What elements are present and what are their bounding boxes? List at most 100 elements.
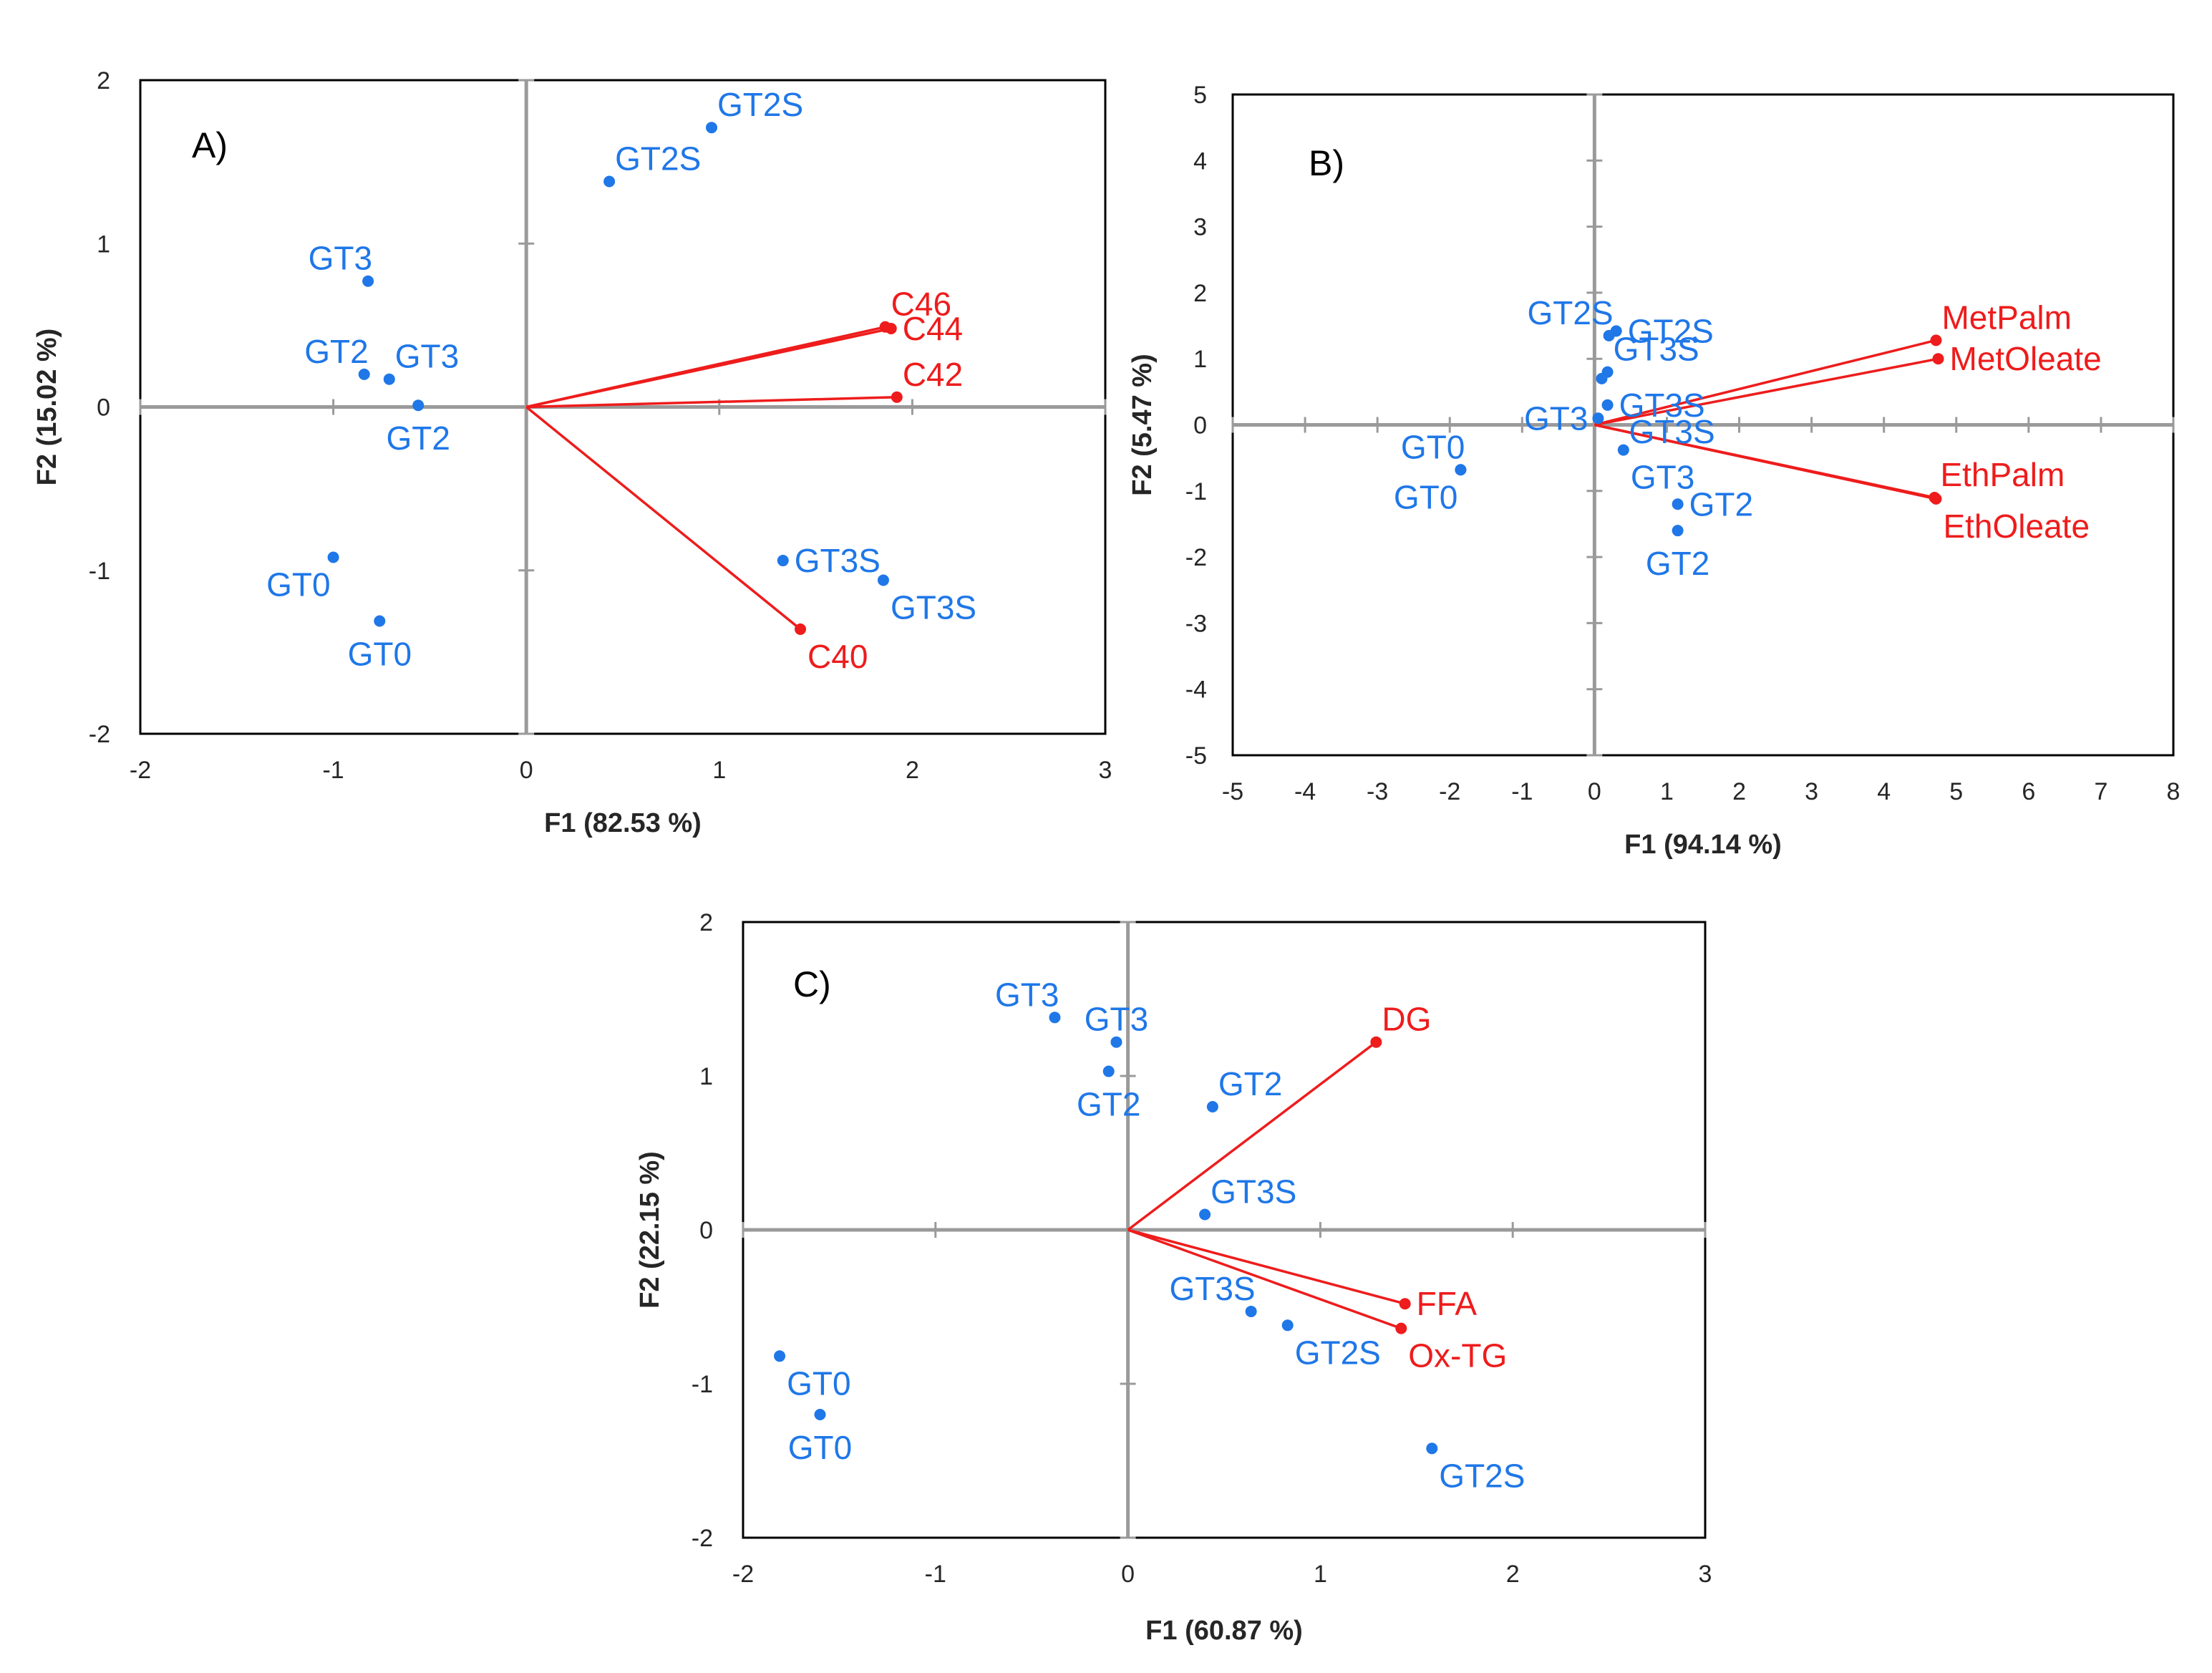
- variable-point: [1395, 1322, 1407, 1334]
- variable-label: MetPalm: [1941, 299, 2071, 336]
- x-tick-label: 2: [1732, 778, 1746, 805]
- observation-point: [1601, 399, 1614, 411]
- observation-label: GT0: [348, 636, 412, 673]
- panel-label: A): [192, 125, 228, 165]
- x-axis-title: F1 (82.53 %): [544, 808, 702, 838]
- observation-point: [877, 574, 889, 586]
- variable-point: [1930, 334, 1942, 346]
- x-tick-label: 5: [1949, 778, 1963, 805]
- observation-label: GT2: [304, 333, 368, 370]
- observation-point: [777, 555, 789, 567]
- observation-point: [1672, 498, 1684, 510]
- x-tick-label: 1: [1660, 778, 1674, 805]
- x-tick-label: -1: [925, 1561, 946, 1588]
- observation-point: [1603, 329, 1615, 341]
- y-tick-label: 1: [699, 1063, 713, 1090]
- variable-vector: [1594, 357, 1939, 427]
- y-tick-label: -1: [89, 558, 110, 585]
- observation-label: GT2S: [1295, 1334, 1381, 1371]
- observation-point: [814, 1409, 826, 1420]
- x-tick-label: -2: [732, 1561, 754, 1588]
- y-tick-label: 1: [1193, 346, 1207, 373]
- variable-label: FFA: [1417, 1285, 1478, 1322]
- observation-point: [358, 368, 370, 380]
- variable-point: [1370, 1036, 1382, 1048]
- variable-vector: [1594, 423, 1936, 500]
- x-tick-label: -2: [130, 757, 151, 784]
- observation-label: GT3: [995, 976, 1059, 1013]
- observation-label: GT0: [266, 566, 330, 603]
- y-tick-label: -2: [692, 1525, 713, 1552]
- x-tick-label: 3: [1699, 1561, 1712, 1588]
- x-tick-label: 6: [2022, 778, 2035, 805]
- observation-label: GT3: [1524, 399, 1588, 437]
- observation-label: GT0: [1401, 428, 1465, 465]
- x-tick-label: 0: [1121, 1561, 1135, 1588]
- variable-label: MetOleate: [1950, 340, 2102, 377]
- observation-point: [1455, 464, 1467, 476]
- variable-point: [1399, 1298, 1411, 1310]
- y-axis-title: F2 (22.15 %): [635, 1151, 665, 1309]
- observation-point: [412, 399, 425, 412]
- y-tick-label: 2: [1193, 280, 1207, 307]
- x-axis-title: F1 (94.14 %): [1624, 830, 1782, 860]
- y-axis-title: F2 (15.02 %): [32, 329, 62, 486]
- x-axis-title: F1 (60.87 %): [1145, 1616, 1303, 1646]
- observation-point: [1672, 525, 1684, 537]
- y-tick-label: 1: [97, 231, 110, 258]
- y-axis-title: F2 (5.47 %): [1127, 354, 1158, 496]
- y-tick-label: 2: [97, 67, 110, 94]
- observation-label: GT3S: [1614, 331, 1699, 368]
- x-tick-label: 1: [712, 757, 726, 784]
- observation-point: [362, 275, 374, 287]
- variable-vector: [525, 327, 892, 409]
- x-tick-label: -5: [1222, 778, 1243, 805]
- x-tick-label: 2: [906, 757, 919, 784]
- y-tick-label: 0: [97, 394, 110, 422]
- observation-label: GT2S: [717, 86, 803, 123]
- y-tick-label: -3: [1185, 610, 1207, 637]
- variable-label: DG: [1382, 1001, 1431, 1038]
- observation-point: [383, 373, 395, 385]
- variable-label: C44: [903, 310, 963, 347]
- chart-panel-a: -2 -1 0 1 2 3 -2 -1 0 1 2 F1 (82.53 %) F2 (15.02 %) A…: [32, 67, 1112, 838]
- y-tick-label: 4: [1193, 147, 1207, 175]
- y-tick-label: 0: [699, 1217, 713, 1244]
- variable-label: C42: [903, 356, 963, 393]
- observation-point: [1426, 1442, 1438, 1455]
- y-tick-label: 5: [1193, 82, 1207, 109]
- y-tick-label: -4: [1185, 677, 1207, 704]
- observation-label: GT2: [1077, 1086, 1140, 1123]
- variable-vector: [1593, 339, 1936, 427]
- observation-point: [706, 122, 718, 134]
- chart-panel-c: -2 -1 0 1 2 3 -2 -1 0 1 2 F1 (60.87 %) F2 (22.15 %) C…: [635, 909, 1712, 1646]
- x-tick-label: -2: [1439, 778, 1460, 805]
- y-tick-label: -5: [1185, 742, 1207, 770]
- variable-vector: [1127, 1228, 1402, 1330]
- y-tick-label: 0: [1193, 412, 1207, 440]
- observation-label: GT2: [386, 420, 450, 457]
- observation-label: GT3S: [1211, 1173, 1296, 1211]
- observation-point: [603, 175, 616, 188]
- panel-label: C): [793, 964, 831, 1004]
- variable-point: [1932, 353, 1944, 365]
- observation-point: [1110, 1036, 1122, 1048]
- observation-label: GT3S: [891, 588, 976, 626]
- observation-label: GT2: [1218, 1065, 1282, 1102]
- chart-panel-b: -5 -4 -3 -2 -1 0 1 2 3 4 5 6 7 8 -5 -4 -3 -2 -1 0 1 2 3 4 5 F1 (9…: [1127, 82, 2180, 860]
- observation-point: [327, 551, 339, 563]
- observation-point: [1281, 1319, 1294, 1332]
- x-tick-label: 7: [2094, 778, 2107, 805]
- variable-vector: [1127, 1228, 1406, 1305]
- y-tick-label: 2: [699, 909, 713, 936]
- observation-label: GT2: [1689, 485, 1753, 523]
- variable-vector: [526, 396, 897, 409]
- observation-label: GT2S: [1439, 1457, 1525, 1494]
- x-tick-label: 0: [1588, 778, 1601, 805]
- x-tick-label: -3: [1367, 778, 1388, 805]
- y-tick-label: 3: [1193, 214, 1207, 241]
- variable-point: [795, 623, 807, 635]
- observation-point: [1596, 372, 1608, 384]
- observation-point: [1049, 1012, 1061, 1024]
